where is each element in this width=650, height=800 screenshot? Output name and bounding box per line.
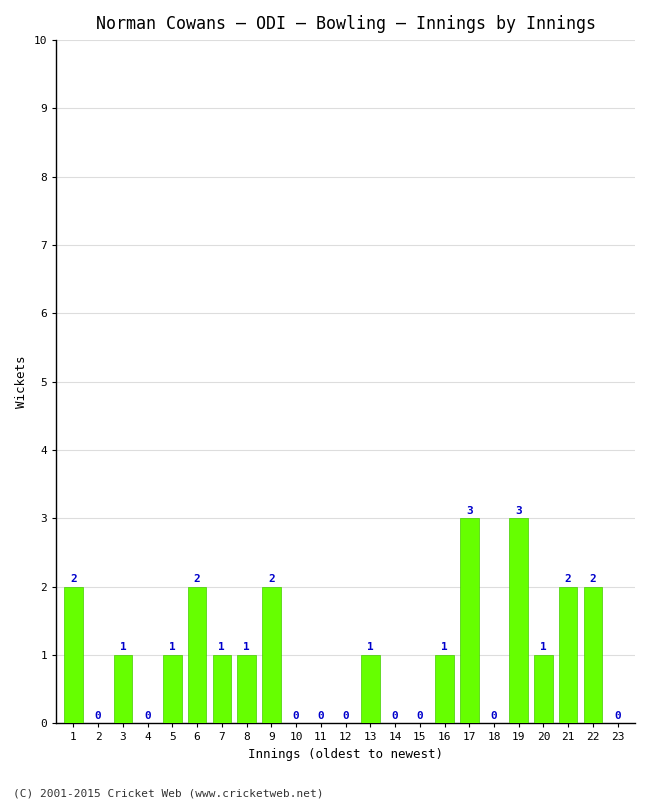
Bar <box>114 655 132 723</box>
Text: 0: 0 <box>614 710 621 721</box>
Text: 1: 1 <box>218 642 225 652</box>
Bar <box>510 518 528 723</box>
Text: 2: 2 <box>590 574 596 584</box>
Bar <box>188 586 207 723</box>
Text: 2: 2 <box>70 574 77 584</box>
Title: Norman Cowans – ODI – Bowling – Innings by Innings: Norman Cowans – ODI – Bowling – Innings … <box>96 15 595 33</box>
Text: 1: 1 <box>441 642 448 652</box>
Text: 0: 0 <box>95 710 101 721</box>
Text: 2: 2 <box>194 574 200 584</box>
Bar <box>460 518 478 723</box>
Text: 1: 1 <box>243 642 250 652</box>
Text: 0: 0 <box>292 710 300 721</box>
Text: 3: 3 <box>466 506 473 516</box>
Bar <box>237 655 256 723</box>
Text: 0: 0 <box>342 710 349 721</box>
Bar <box>361 655 380 723</box>
Text: 0: 0 <box>417 710 423 721</box>
Text: 1: 1 <box>540 642 547 652</box>
Text: 2: 2 <box>565 574 571 584</box>
Text: 0: 0 <box>317 710 324 721</box>
Text: 1: 1 <box>367 642 374 652</box>
Y-axis label: Wickets: Wickets <box>15 355 28 408</box>
Bar <box>64 586 83 723</box>
Bar <box>262 586 281 723</box>
Text: 3: 3 <box>515 506 522 516</box>
Text: (C) 2001-2015 Cricket Web (www.cricketweb.net): (C) 2001-2015 Cricket Web (www.cricketwe… <box>13 788 324 798</box>
Bar <box>436 655 454 723</box>
Bar <box>163 655 181 723</box>
Bar <box>534 655 552 723</box>
Bar <box>213 655 231 723</box>
Bar <box>584 586 602 723</box>
Text: 0: 0 <box>491 710 497 721</box>
Text: 1: 1 <box>120 642 126 652</box>
X-axis label: Innings (oldest to newest): Innings (oldest to newest) <box>248 748 443 761</box>
Text: 0: 0 <box>144 710 151 721</box>
Bar <box>559 586 577 723</box>
Text: 1: 1 <box>169 642 176 652</box>
Text: 2: 2 <box>268 574 275 584</box>
Text: 0: 0 <box>392 710 398 721</box>
